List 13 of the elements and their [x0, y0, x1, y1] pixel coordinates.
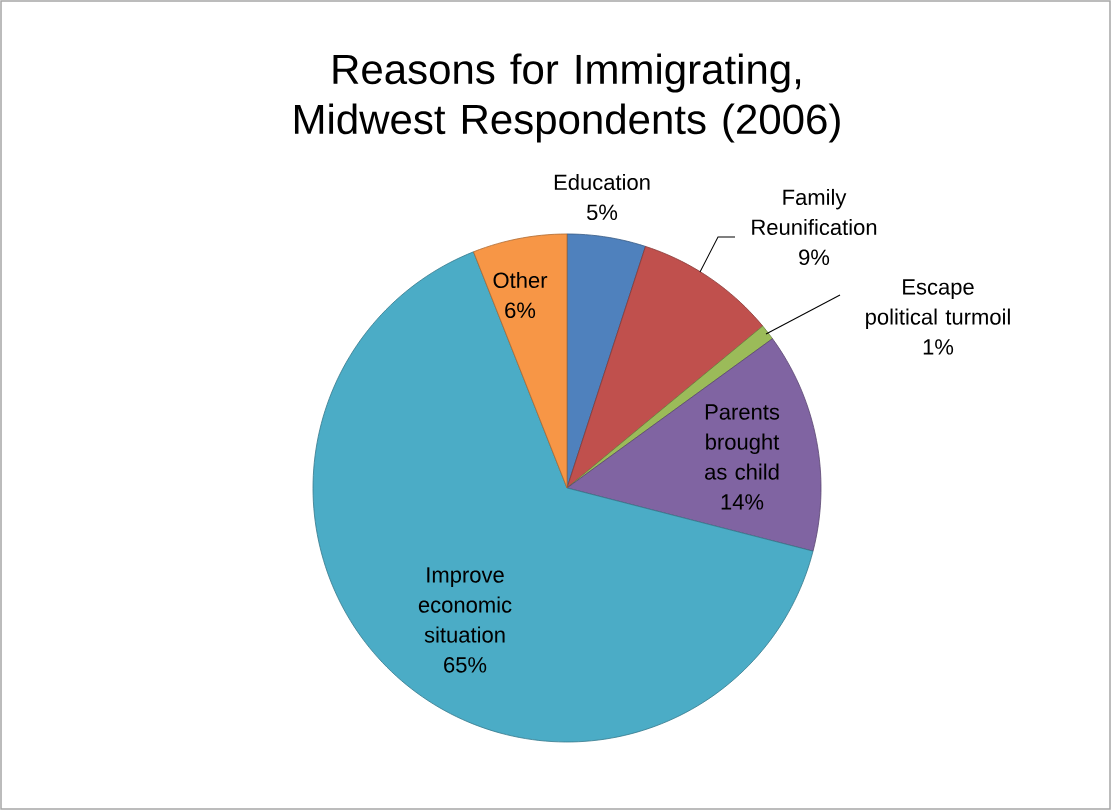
slice-label: Education: [554, 173, 650, 191]
data-label: 65%: [444, 657, 487, 673]
data-label: 1%: [923, 339, 954, 355]
slice-label: Improve economic situation: [418, 567, 512, 643]
slice-label: Other: [493, 271, 548, 289]
chart-title: Reasons for Immigrating, Midwest Respondents (2006): [294, 53, 840, 143]
slice-label: Family Reunification: [752, 188, 877, 236]
data-label: 9%: [799, 249, 830, 266]
data-label: 5%: [586, 204, 618, 221]
data-label: 14%: [721, 494, 764, 510]
data-label: 6%: [505, 302, 536, 319]
slice-label: Escape political turmoil: [866, 279, 1010, 330]
slice-label: Parents brought as child: [705, 404, 780, 480]
